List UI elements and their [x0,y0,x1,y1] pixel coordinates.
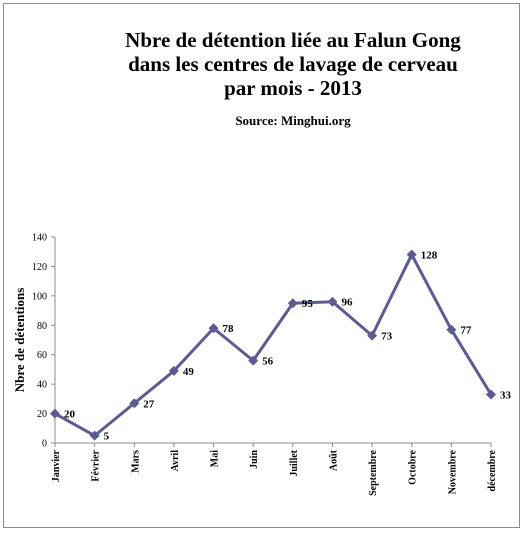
x-tick-label: Mars [130,450,141,473]
x-tick-label: Janvier [51,449,62,482]
data-label: 33 [500,389,512,401]
y-tick-label: 140 [32,233,47,244]
data-point-marker [168,365,179,376]
data-point-marker [129,398,140,409]
x-tick-labels: Janvier Février Mars Avril Mai Juin Juillet Aoû… [51,449,498,496]
x-tick-label: Novembre [447,449,458,494]
chart-title-line-2: dans les centres de lavage de cerveau [128,52,458,76]
x-tick-label: décembre [487,449,498,491]
x-tick-label: Octobre [408,449,419,484]
y-tick-label: 100 [32,291,47,302]
data-point-marker [486,389,496,400]
data-label: 5 [104,431,110,443]
y-tick-labels: 0 20 40 60 80 100 120 140 [32,233,47,450]
data-point-marker [446,324,457,335]
chart-subtitle: Source: Minghui.org [235,113,351,128]
y-tick-label: 20 [37,409,47,420]
data-point-marker [89,430,100,441]
data-label: 20 [64,409,76,421]
data-point-marker [248,355,259,366]
data-label: 49 [183,366,195,378]
x-tick-label: Septembre [368,449,379,495]
data-point-marker [287,298,298,309]
plot-area [50,249,496,441]
data-label: 95 [302,298,314,310]
x-tick-label: Mai [210,450,221,467]
x-tick-label: Juillet [289,449,300,476]
chart-frame [3,3,520,528]
data-point-marker [50,408,60,419]
data-point-marker [327,296,338,307]
x-tick-label: Août [328,449,339,471]
data-label: 56 [262,356,274,368]
data-point-marker [208,323,219,334]
data-label: 77 [460,325,472,337]
data-labels: 20 5 27 49 78 56 95 96 73 128 77 33 [64,250,512,443]
chart-title-line-1: Nbre de détention liée au Falun Gong [125,28,461,52]
chart-title-line-3: par mois - 2013 [224,76,362,100]
data-label: 27 [143,398,155,410]
y-tick-label: 0 [42,439,47,450]
data-point-marker [367,330,378,341]
y-tick-label: 40 [37,380,47,391]
x-tick-label: Février [91,449,102,481]
y-axis-label: Nbre de détentions [12,288,27,392]
data-point-marker [406,249,417,260]
y-tick-label: 120 [32,262,47,273]
data-label: 73 [381,331,393,343]
x-tick-label: Juin [249,450,260,469]
data-label: 78 [223,323,235,335]
x-tick-label: Avril [170,450,181,472]
y-tick-label: 80 [37,321,47,332]
series-line [54,253,493,438]
chart-title: Nbre de détention liée au Falun Gong dan… [70,28,516,100]
data-label: 96 [341,297,353,309]
data-label: 128 [421,250,438,262]
y-tick-label: 60 [37,350,47,361]
